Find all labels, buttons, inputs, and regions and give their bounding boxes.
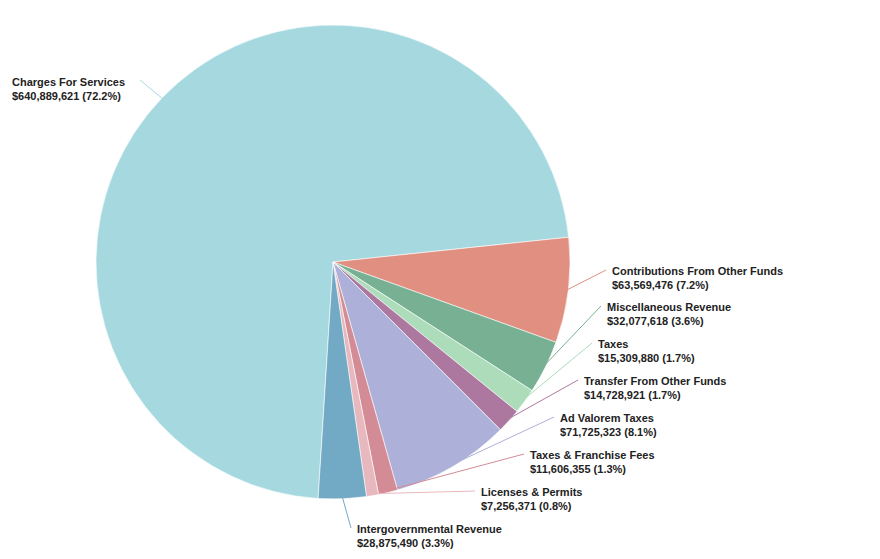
slice-label: Intergovernmental Revenue (357, 523, 502, 535)
chart: Charges For Services $640,889,621 (72.2%)… (0, 0, 880, 559)
slice-label: Taxes (598, 338, 628, 350)
slice-label: Transfer From Other Funds (584, 375, 726, 387)
slice-value-label: $11,606,355 (1.3%) (530, 463, 626, 475)
slice-value-label: $15,309,880 (1.7%) (598, 352, 695, 364)
slice-label: Contributions From Other Funds (612, 265, 783, 277)
slice-value-label: $32,077,618 (3.6%) (607, 315, 704, 327)
leader-line (544, 306, 601, 366)
slice-label: Miscellaneous Revenue (607, 301, 731, 313)
labels: Charges For Services $640,889,621 (72.2%)… (12, 76, 783, 549)
leader-line (566, 270, 606, 290)
leader-line (342, 497, 351, 528)
slice-value-label: $7,256,371 (0.8%) (481, 500, 572, 512)
slice-value-label: $71,725,323 (8.1%) (560, 426, 657, 438)
slice-label: Charges For Services (12, 76, 125, 88)
slice-value-label: $14,728,921 (1.7%) (584, 389, 681, 401)
pie (96, 25, 570, 499)
slice-value-label: $28,875,490 (3.3%) (357, 537, 454, 549)
slice-label: Ad Valorem Taxes (560, 412, 654, 424)
pie-slice (318, 262, 366, 499)
slice-value-label: $640,889,621 (72.2%) (12, 90, 121, 102)
slice-value-label: $63,569,476 (7.2%) (612, 279, 709, 291)
slice-label: Licenses & Permits (481, 486, 583, 498)
slice-label: Taxes & Franchise Fees (530, 449, 655, 461)
leader-line (372, 491, 475, 494)
leader-line (140, 80, 163, 99)
